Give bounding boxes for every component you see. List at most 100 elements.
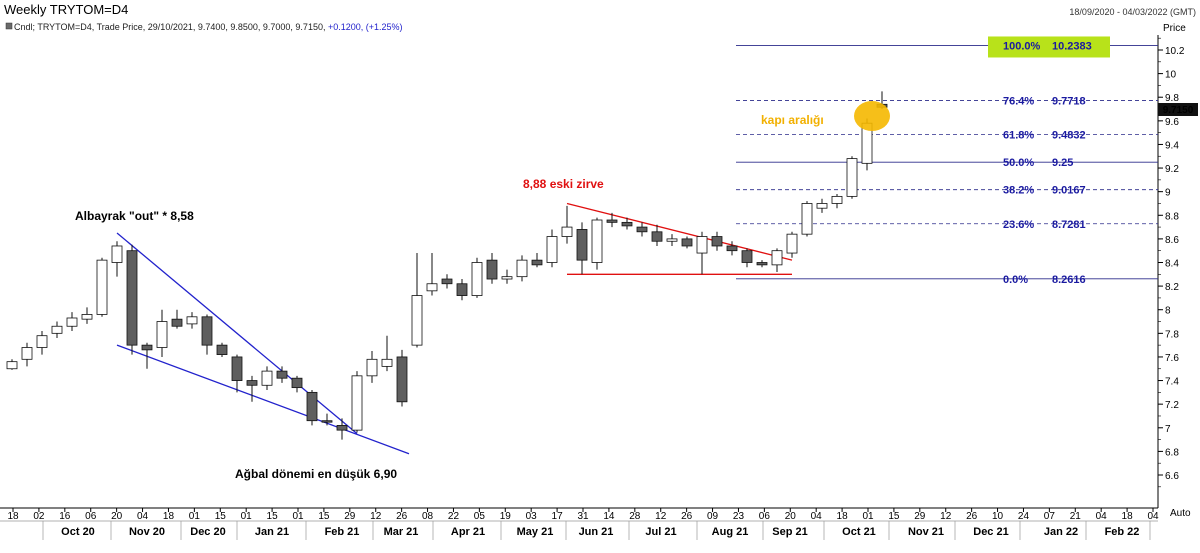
candle-body [546,236,558,263]
candle-body [366,358,378,377]
x-tick-label: 15 [318,511,330,522]
x-tick-label: 29 [914,511,926,522]
x-tick-label: 01 [241,511,253,522]
candle-body [321,420,333,423]
gap-marker [854,101,890,131]
fib-top-box [988,36,1110,58]
x-tick-label: 01 [292,511,304,522]
candle-body [351,375,363,431]
candle-body [156,321,168,348]
y-tick-label: 9 [1165,188,1171,199]
x-month-label: Feb 22 [1105,526,1140,538]
candle-body [696,236,708,254]
date-range: 18/09/2020 - 04/03/2022 (GMT) [1069,7,1196,17]
annotation-kapi: kapı aralığı [761,113,824,127]
candle-body [531,259,543,266]
y-tick-label: 9.4 [1165,140,1179,151]
x-month-label: Nov 21 [908,526,944,538]
candle-body [606,219,618,223]
x-tick-label: 10 [992,511,1004,522]
candle-body [741,250,753,263]
annotation-eski-zirve: 8,88 eski zirve [523,177,604,191]
candle-body [216,344,228,355]
y-tick-label: 10.2 [1165,46,1185,57]
x-tick-label: 08 [422,511,434,522]
fib-pct-label: 50.0% [1003,157,1034,169]
x-tick-label: 06 [759,511,771,522]
x-month-label: Oct 20 [61,526,95,538]
x-tick-label: 16 [59,511,71,522]
x-tick-label: 31 [577,511,589,522]
ohlc-info: Cndl; TRYTOM=D4, Trade Price, 29/10/2021… [14,22,403,32]
x-month-label: Apr 21 [451,526,485,538]
x-month-label: Sep 21 [772,526,807,538]
annotation-agbal: Ağbal dönemi en düşük 6,90 [235,467,397,481]
x-month-label: Jun 21 [579,526,614,538]
fib-value-label: 10.2383 [1052,40,1092,52]
candle-body [81,314,93,320]
candle-body [51,325,63,334]
candle-body [636,226,648,233]
fib-value-label: 8.2616 [1052,274,1086,286]
x-tick-label: 29 [344,511,356,522]
x-month-label: May 21 [517,526,554,538]
candle-body [66,317,78,327]
x-tick-label: 21 [1070,511,1082,522]
candle-body [501,276,513,280]
candle-body [261,370,273,386]
candle-body [516,259,528,278]
candle-body [411,295,423,346]
chart-title: Weekly TRYTOM=D4 [4,2,128,17]
ohlc-info-values: Cndl; TRYTOM=D4, Trade Price, 29/10/2021… [14,22,328,32]
candle-body [801,203,813,235]
candle-body [831,195,843,204]
candle-body [666,238,678,242]
y-tick-label: 9.6 [1165,117,1179,128]
candle-body [306,391,318,422]
x-month-label: Oct 21 [842,526,876,538]
candle-body [681,238,693,247]
x-tick-label: 22 [448,511,460,522]
candle-body [276,370,288,379]
y-tick-label: 7.6 [1165,353,1179,364]
y-tick-label: 8.6 [1165,235,1179,246]
candle-body [426,283,438,292]
auto-scale-label[interactable]: Auto [1170,508,1191,519]
x-tick-label: 20 [785,511,797,522]
x-tick-label: 12 [940,511,952,522]
y-tick-label: 9.8 [1165,93,1179,104]
x-tick-label: 05 [474,511,486,522]
candle-body [651,231,663,242]
x-tick-label: 09 [707,511,719,522]
x-tick-label: 17 [552,511,564,522]
x-tick-label: 04 [811,511,823,522]
candle-body [126,250,138,346]
candle-body [396,356,408,403]
price-axis-label: Price [1163,23,1186,34]
candle-body [726,245,738,252]
y-tick-label: 8.4 [1165,259,1179,270]
candle-body [231,356,243,381]
x-tick-label: 24 [1018,511,1030,522]
ohlc-info-change: +0.1200, (+1.25%) [328,22,403,32]
candle-body [576,229,588,261]
candle-body [336,425,348,431]
fib-value-label: 9.0167 [1052,185,1086,197]
x-tick-label: 15 [215,511,227,522]
candle-body [111,245,123,263]
x-tick-label: 01 [862,511,874,522]
x-month-label: Feb 21 [325,526,360,538]
candle-body [6,361,18,370]
series-color-swatch [5,22,13,30]
candles [6,91,888,440]
candle-body [816,203,828,209]
y-tick-label: 7.8 [1165,329,1179,340]
x-tick-label: 15 [888,511,900,522]
fib-value-label: 8.7281 [1052,219,1086,231]
y-tick-label: 8 [1165,306,1171,317]
candle-body [711,236,723,247]
y-tick-label: 7 [1165,424,1171,435]
x-month-label: Mar 21 [384,526,419,538]
x-tick-label: 26 [681,511,693,522]
